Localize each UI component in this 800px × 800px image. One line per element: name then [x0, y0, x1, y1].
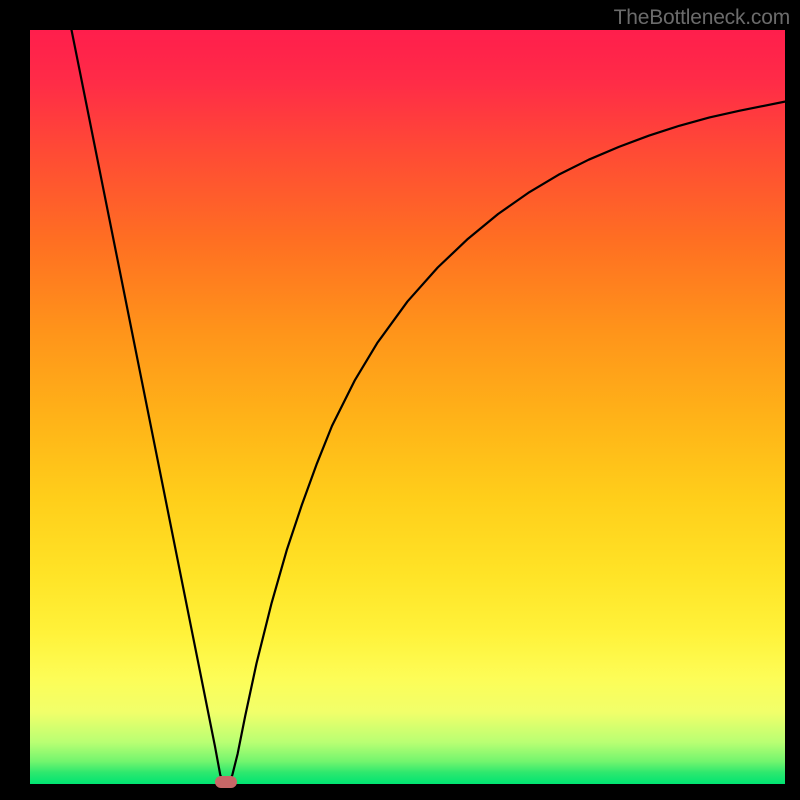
optimal-point-marker — [215, 776, 237, 788]
bottleneck-curve — [30, 30, 785, 784]
curve-left-arm — [72, 30, 224, 782]
plot-area — [30, 30, 785, 784]
curve-right-arm — [229, 102, 785, 782]
chart-frame: TheBottleneck.com — [0, 0, 800, 800]
watermark-text: TheBottleneck.com — [614, 6, 790, 30]
